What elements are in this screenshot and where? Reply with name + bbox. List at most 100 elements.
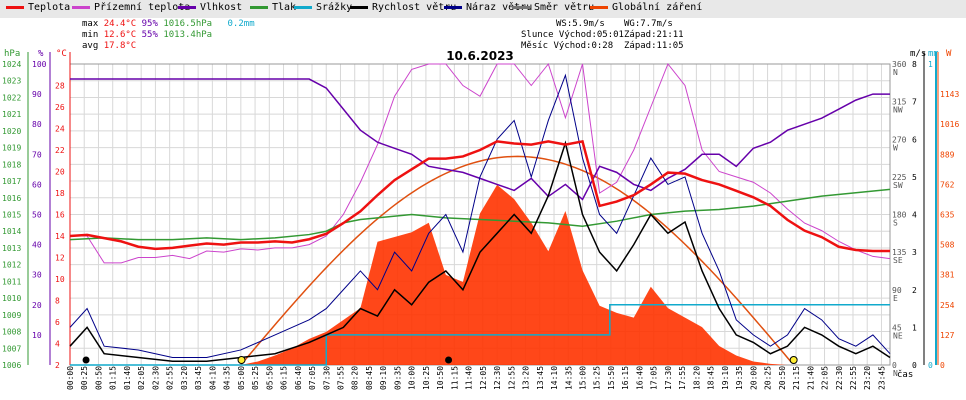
- x-tick-label: 10:00: [408, 366, 417, 390]
- x-tick-label: 00:25: [80, 366, 89, 390]
- x-tick-label: 05:00: [237, 366, 246, 390]
- series-radiation-area: [70, 184, 890, 365]
- x-tick-label: 23:20: [863, 366, 872, 390]
- humidity-tick-label: 50: [32, 211, 42, 220]
- pressure-tick-label: 1010: [2, 294, 21, 303]
- stats-max-hum: 95%: [141, 19, 158, 29]
- wind-dir-compass-label: NE: [893, 331, 903, 340]
- wind-speed-tick-label: 2: [912, 286, 917, 295]
- series-line-srážky: [70, 304, 890, 366]
- x-tick-label: 17:05: [650, 366, 659, 390]
- x-tick-label: 21:15: [792, 366, 801, 390]
- radiation-tick-label: 1016: [940, 120, 959, 129]
- legend-label: Tlak: [272, 2, 297, 13]
- moonrise-marker: [82, 356, 90, 364]
- radiation-envelope-line: [240, 155, 792, 366]
- x-tick-label: 08:20: [351, 366, 360, 390]
- pressure-tick-label: 1009: [2, 311, 21, 320]
- wind-speed-tick-label: 6: [912, 135, 917, 144]
- x-tick-label: 20:50: [778, 366, 787, 390]
- radiation-tick-label: 381: [940, 271, 955, 280]
- x-tick-label: 07:55: [336, 366, 345, 390]
- radiation-tick-label: 127: [940, 331, 955, 340]
- x-tick-label: 02:30: [151, 366, 160, 390]
- pressure-tick-label: 1008: [2, 328, 21, 337]
- sunset-marker: [789, 356, 798, 364]
- x-tick-label: 19:10: [721, 366, 730, 390]
- x-tick-label: 16:15: [621, 366, 630, 390]
- pressure-tick-label: 1020: [2, 127, 21, 136]
- stats-moon-set: Západ:11:05: [624, 41, 684, 51]
- legend-bar: Teplota Přízemní teplota Vlhkost Tlak Srážky…: [0, 0, 966, 18]
- series-line-tlak: [69, 188, 891, 241]
- wind-dir-tick-label: 0: [892, 361, 897, 370]
- wind-dir-compass-label: NW: [893, 106, 903, 115]
- temperature-tick-label: 8: [55, 297, 60, 306]
- x-tick-label: 02:55: [166, 366, 175, 390]
- legend-label: Teplota: [28, 2, 71, 13]
- x-tick-label: 09:35: [393, 366, 402, 390]
- temperature-tick-label: 24: [55, 125, 65, 134]
- legend-swatch: [512, 5, 530, 9]
- x-tick-label: 23:45: [877, 366, 886, 390]
- series-line-rychlost-větru: [69, 140, 891, 362]
- temperature-tick-label: 14: [55, 232, 65, 241]
- wind-speed-tick-label: 0: [912, 361, 917, 370]
- temperature-tick-label: 22: [55, 146, 65, 155]
- x-tick-label: 04:35: [223, 366, 232, 390]
- radiation-tick-label: 0: [940, 361, 945, 370]
- wind-speed-tick-label: 8: [912, 60, 917, 69]
- temperature-tick-label: 4: [55, 340, 60, 349]
- humidity-tick-label: 90: [32, 90, 42, 99]
- series-line-náraz-větru: [69, 73, 891, 358]
- x-tick-label: 18:45: [707, 366, 716, 390]
- x-tick-label: 11:40: [465, 366, 474, 390]
- x-tick-label: 16:40: [635, 366, 644, 390]
- radiation-unit-label: W: [946, 49, 952, 59]
- radiation-tick-label: 508: [940, 241, 955, 250]
- pressure-tick-label: 1011: [2, 277, 21, 286]
- x-tick-label: 20:00: [749, 366, 758, 390]
- x-axis-label: čas: [897, 369, 913, 380]
- temperature-tick-label: 10: [55, 275, 65, 284]
- wind-dir-compass-label: W: [893, 143, 898, 152]
- stats-max-temp: 24.4°C: [103, 19, 137, 29]
- stats-avg-row: avg 17.8°C: [82, 41, 136, 51]
- x-tick-label: 01:15: [109, 366, 118, 390]
- radiation-tick-label: 1143: [940, 90, 959, 99]
- pressure-tick-label: 1015: [2, 211, 21, 220]
- legend-label: Náraz větru: [466, 2, 533, 13]
- wind-dir-compass-label: SE: [893, 256, 903, 265]
- radiation-tick-label: 889: [940, 150, 955, 159]
- x-tick-label: 13:45: [536, 366, 545, 390]
- wind-dir-compass-label: S: [893, 219, 898, 228]
- legend-label: Rychlost větru: [372, 2, 457, 13]
- pressure-tick-label: 1012: [2, 261, 21, 270]
- temperature-tick-label: 18: [55, 189, 65, 198]
- x-tick-label: 10:50: [436, 366, 445, 390]
- pressure-tick-label: 1023: [2, 77, 21, 86]
- pressure-tick-label: 1017: [2, 177, 21, 186]
- x-tick-label: 07:05: [308, 366, 317, 390]
- stats-min-row: min 12.6°C 55% 1013.4hPa: [82, 30, 212, 40]
- pressure-tick-label: 1007: [2, 344, 21, 353]
- stats-rain: 0.2mm: [227, 19, 255, 29]
- x-tick-label: 15:00: [579, 366, 588, 390]
- pressure-tick-label: 1024: [2, 60, 21, 69]
- stats-max-row: max 24.4°C 95% 1016.5hPa 0.2mm: [82, 19, 255, 29]
- legend-swatch: [444, 5, 462, 9]
- x-tick-label: 08:45: [365, 366, 374, 390]
- wind-dir-compass-label: N: [893, 68, 898, 77]
- series-line-přízemní-teplota: [70, 62, 891, 264]
- x-tick-label: 21:40: [806, 366, 815, 390]
- stats-sun-rise: Slunce Východ:05:01: [521, 30, 624, 40]
- wind-dir-compass-label: SW: [893, 181, 903, 190]
- wind-dir-tick-label: 135: [892, 248, 907, 257]
- wind-dir-tick-label: 360: [892, 60, 907, 69]
- pressure-tick-label: 1021: [2, 110, 21, 119]
- stats-sun-set: Západ:21:11: [624, 30, 684, 40]
- stats-avg-temp: 17.8°C: [103, 41, 137, 51]
- x-tick-label: 17:55: [678, 366, 687, 390]
- legend-label: Srážky: [316, 2, 353, 13]
- humidity-tick-label: 30: [32, 271, 42, 280]
